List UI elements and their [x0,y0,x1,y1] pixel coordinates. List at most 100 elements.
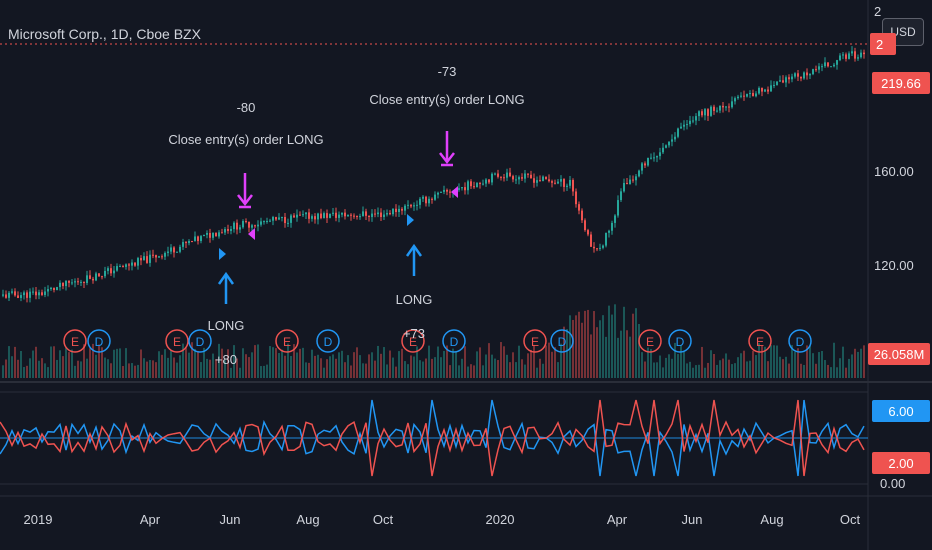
candle-body [641,163,643,171]
marker-letter: D [95,335,104,349]
volume-bar [383,347,385,378]
volume-bar [380,353,382,378]
marker-ring [87,329,111,353]
volume-bar [392,357,394,378]
volume-bar [275,348,277,378]
volume-bar [245,354,247,378]
volume-bar [137,364,139,378]
volume-bar [515,362,517,378]
candle-body [542,176,544,181]
volume-bar [119,348,121,378]
volume-bar [542,363,544,378]
volume-bar [47,367,49,378]
volume-bar [173,357,175,378]
candle-body [626,182,628,184]
candle-body [239,227,241,230]
volume-bar [524,364,526,378]
candle-body [560,179,562,182]
candle-body [788,77,790,80]
candle-body [683,124,685,127]
volume-bar [23,367,25,378]
candle-body [731,101,733,108]
candle-body [296,214,298,218]
volume-bar [785,356,787,378]
volume-bar [854,348,856,378]
candle-body [224,229,226,233]
volume-bar [197,350,199,378]
marker-letter: D [796,335,805,349]
entry1-qty: +80 [214,352,238,367]
volume-bar [716,364,718,378]
candle-body [218,232,220,237]
candle-body [185,242,187,244]
volume-bar [605,336,607,378]
candle-body [566,185,568,187]
volume-bar [521,359,523,378]
volume-bar [224,360,226,378]
candle-body [23,292,25,296]
candle-body [266,221,268,223]
candle-body [344,212,346,217]
volume-bar [737,357,739,378]
volume-bar [569,315,571,378]
candle-body [257,224,259,227]
volume-bar [722,358,724,378]
candle-body [512,176,514,180]
volume-bar [149,359,151,378]
volume-bar [740,353,742,378]
volume-bar [353,352,355,378]
volume-bar [26,365,28,378]
volume-bar [821,350,823,378]
candle-body [188,240,190,244]
volume-bar [689,361,691,378]
osc-tick-bottom: 0.00 [880,476,906,491]
volume-bar [629,336,631,378]
candle-body [773,84,775,86]
volume-bar [269,346,271,378]
volume-bar [92,343,94,378]
candle-body [638,170,640,177]
candle-body [668,141,670,146]
candle-body [173,247,175,253]
volume-bar [590,334,592,378]
candle-body [38,292,40,296]
osc-red-tag: 2.00 [872,452,930,474]
volume-bar [713,353,715,378]
candle-body [152,254,154,256]
volume-bar [719,360,721,378]
volume-bar [512,352,514,378]
volume-bar [839,358,841,378]
last-price-tag-partial: 2 [870,33,896,55]
price-pane[interactable] [0,0,868,380]
volume-bar [71,349,73,378]
volume-bar [827,364,829,378]
candle-body [383,214,385,217]
candle-body [527,173,529,175]
volume-bar [731,364,733,378]
candle-body [155,255,157,258]
volume-bar [503,346,505,378]
candle-body [191,240,193,242]
volume-bar [800,363,802,378]
volume-bar [404,361,406,378]
candle-body [809,74,811,76]
candle-body [539,180,541,182]
volume-bar [845,367,847,378]
volume-bar [170,350,172,378]
marker-ring [188,329,212,353]
volume-bar [659,355,661,378]
volume-bar [77,360,79,378]
candle-body [665,145,667,148]
volume-bar [53,346,55,378]
volume-bar [296,352,298,378]
candle-body [368,215,370,217]
candle-body [473,186,475,188]
volume-bar [536,367,538,378]
earnings-marker-icon: E [748,329,772,353]
volume-bar [674,342,676,378]
candle-body [140,258,142,261]
candle-body [617,200,619,216]
volume-bar [233,345,235,378]
